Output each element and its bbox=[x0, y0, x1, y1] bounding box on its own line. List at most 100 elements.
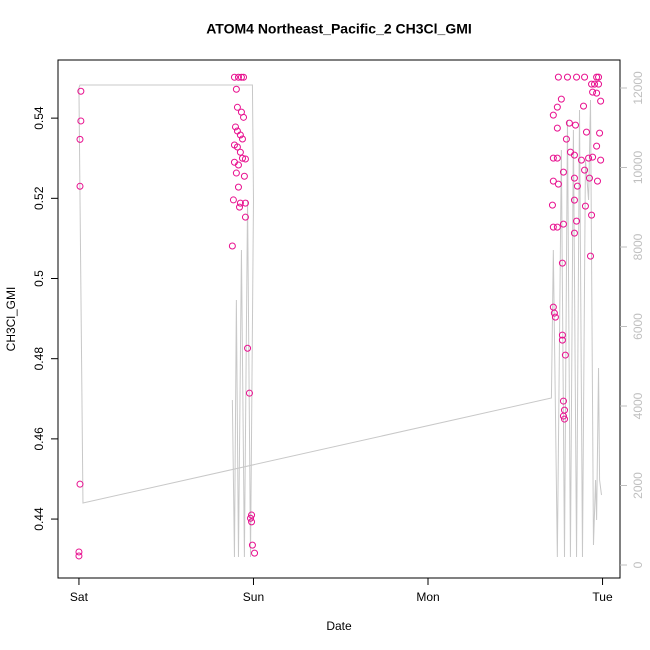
data-point bbox=[241, 199, 249, 207]
data-point bbox=[573, 73, 581, 81]
data-point bbox=[588, 211, 596, 219]
data-point bbox=[597, 156, 605, 164]
data-point bbox=[593, 177, 601, 185]
data-point bbox=[580, 102, 588, 110]
data-point bbox=[248, 541, 256, 549]
y-tick-label: 0.5 bbox=[32, 270, 46, 287]
data-point bbox=[559, 397, 567, 405]
data-point bbox=[245, 389, 253, 397]
altitude-line bbox=[78, 84, 602, 558]
x-axis-label: Date bbox=[326, 619, 352, 633]
data-point bbox=[234, 183, 242, 191]
data-point bbox=[595, 73, 603, 81]
data-point bbox=[562, 135, 570, 143]
data-point bbox=[577, 156, 585, 164]
y-tick-label: 0.52 bbox=[32, 186, 46, 210]
y2-tick-label: 8000 bbox=[631, 233, 645, 260]
plot-frame bbox=[57, 59, 621, 579]
data-point bbox=[593, 89, 601, 97]
data-point bbox=[241, 155, 249, 163]
data-point bbox=[238, 154, 246, 162]
data-point bbox=[593, 73, 601, 81]
data-point bbox=[248, 511, 256, 519]
data-point bbox=[549, 154, 557, 162]
y2-tick-label: 0 bbox=[631, 561, 645, 568]
data-point bbox=[559, 412, 567, 420]
data-point bbox=[548, 201, 556, 209]
data-point bbox=[240, 172, 248, 180]
data-point bbox=[559, 168, 567, 176]
y-tick-label: 0.46 bbox=[32, 427, 46, 451]
data-point bbox=[553, 124, 561, 132]
data-point bbox=[596, 129, 604, 137]
data-point bbox=[593, 142, 601, 150]
data-point bbox=[233, 143, 241, 151]
x-tick-label: Sun bbox=[243, 590, 264, 604]
data-point bbox=[549, 177, 557, 185]
data-point bbox=[597, 97, 605, 105]
data-point bbox=[585, 154, 593, 162]
data-point bbox=[549, 223, 557, 231]
x-tick-label: Mon bbox=[416, 590, 439, 604]
data-point bbox=[559, 220, 567, 228]
data-point bbox=[248, 518, 256, 526]
x-tick-label: Tue bbox=[592, 590, 613, 604]
data-point bbox=[563, 73, 571, 81]
data-point bbox=[570, 151, 578, 159]
y-tick-label: 0.44 bbox=[32, 507, 46, 531]
data-point bbox=[587, 252, 595, 260]
data-point bbox=[75, 548, 83, 556]
data-point bbox=[76, 182, 84, 190]
data-point bbox=[553, 103, 561, 111]
data-point bbox=[588, 80, 596, 88]
data-point bbox=[237, 73, 245, 81]
data-point bbox=[570, 229, 578, 237]
x-tick-label: Sat bbox=[70, 590, 89, 604]
y-tick-label: 0.48 bbox=[32, 347, 46, 371]
data-point bbox=[581, 202, 589, 210]
data-point bbox=[591, 80, 599, 88]
data-point bbox=[234, 73, 242, 81]
data-point bbox=[582, 128, 590, 136]
data-point bbox=[232, 85, 240, 93]
data-point bbox=[229, 196, 237, 204]
data-point bbox=[251, 549, 259, 557]
data-point bbox=[570, 174, 578, 182]
data-point bbox=[585, 174, 593, 182]
data-point bbox=[76, 135, 84, 143]
data-point bbox=[236, 199, 244, 207]
data-point bbox=[558, 331, 566, 339]
data-point bbox=[561, 351, 569, 359]
data-point bbox=[553, 223, 561, 231]
data-point bbox=[228, 242, 236, 250]
data-point bbox=[238, 135, 246, 143]
data-point bbox=[77, 87, 85, 95]
data-point bbox=[551, 313, 559, 321]
data-point bbox=[236, 148, 244, 156]
data-point bbox=[549, 111, 557, 119]
data-point bbox=[557, 95, 565, 103]
y2-tick-label: 6000 bbox=[631, 313, 645, 340]
data-point bbox=[589, 88, 597, 96]
data-point bbox=[558, 336, 566, 344]
data-point bbox=[236, 131, 244, 139]
y-axis-label: CH3Cl_GMI bbox=[4, 287, 18, 352]
data-point bbox=[558, 259, 566, 267]
data-point bbox=[554, 180, 562, 188]
data-point bbox=[247, 514, 255, 522]
y-tick-label: 0.54 bbox=[32, 106, 46, 130]
data-point bbox=[553, 154, 561, 162]
data-point bbox=[581, 166, 589, 174]
data-point bbox=[571, 121, 579, 129]
data-point bbox=[560, 415, 568, 423]
data-point bbox=[581, 73, 589, 81]
data-point bbox=[565, 119, 573, 127]
data-point bbox=[77, 117, 85, 125]
data-point bbox=[550, 309, 558, 317]
data-point bbox=[573, 182, 581, 190]
data-point bbox=[234, 161, 242, 169]
data-point bbox=[236, 203, 244, 211]
